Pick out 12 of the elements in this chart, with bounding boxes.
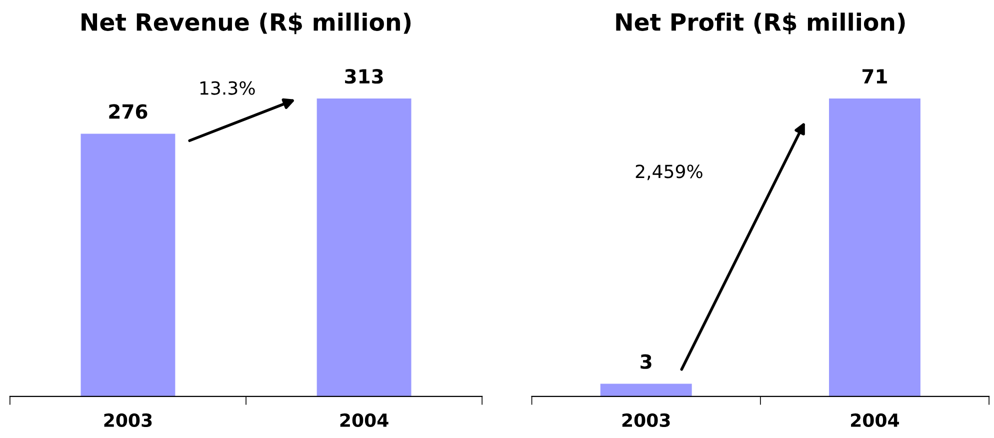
x-tick-label: 2004 xyxy=(851,413,900,428)
data-label: 3 xyxy=(640,354,652,369)
text: 13.3% xyxy=(200,81,255,95)
x-tick-label: 2004 xyxy=(340,413,388,428)
chart-title: Net Profit (R$ million) xyxy=(616,12,905,34)
chart-title: Net Revenue (R$ million) xyxy=(82,12,411,34)
annotation: 2,459% xyxy=(636,164,702,180)
x-tick-label: 2003 xyxy=(622,413,670,428)
x-tick-label: 2003 xyxy=(104,413,152,428)
data-label: 71 xyxy=(862,69,887,84)
data-label: 276 xyxy=(109,104,148,119)
data-label: 313 xyxy=(345,68,383,84)
